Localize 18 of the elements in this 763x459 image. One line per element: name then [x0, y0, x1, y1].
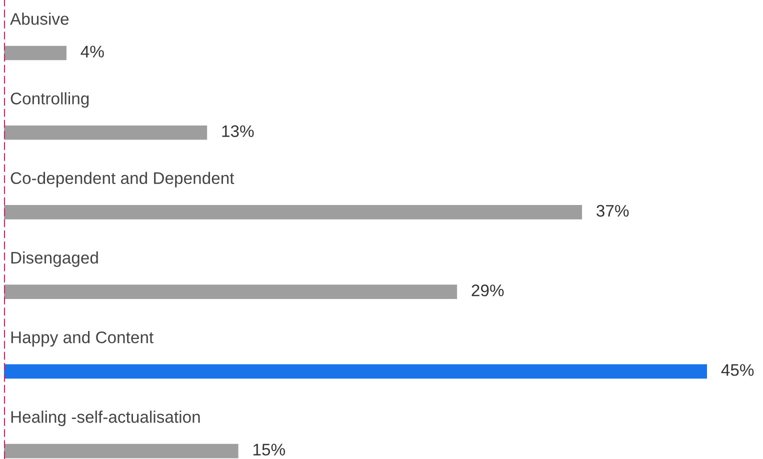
bar	[4, 125, 208, 140]
y-tick-label: Co-dependent and Dependent	[10, 172, 234, 188]
bar	[4, 364, 707, 379]
data-label: 45%	[721, 364, 754, 376]
data-label: 15%	[253, 444, 285, 456]
y-tick-label: Controlling	[10, 92, 89, 108]
data-label: 4%	[80, 46, 104, 58]
data-label: 37%	[596, 204, 629, 217]
data-label: 13%	[222, 125, 254, 138]
bar	[4, 284, 458, 299]
bar	[4, 46, 66, 60]
data-label: 29%	[472, 284, 504, 296]
y-tick-label: Healing -self-actualisation	[11, 410, 200, 426]
y-tick-label: Happy and Content	[11, 331, 154, 347]
bar	[4, 444, 238, 458]
bar	[4, 205, 582, 220]
y-tick-label: Disengaged	[11, 251, 98, 267]
y-tick-label: Abusive	[10, 12, 69, 25]
